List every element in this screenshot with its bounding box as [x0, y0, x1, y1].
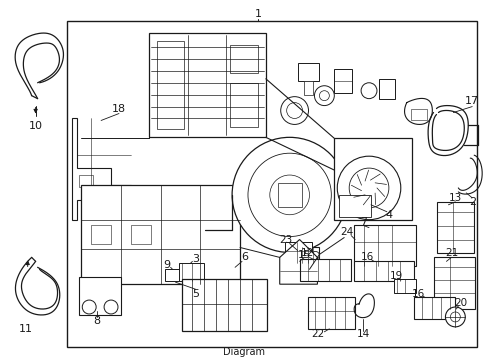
Text: 15: 15 [297, 251, 310, 260]
Bar [393, 279, 415, 293]
Bar [413, 297, 454, 319]
Text: 23: 23 [279, 234, 292, 244]
Text: 2: 2 [468, 197, 475, 207]
Bar [230, 83, 257, 127]
Circle shape [348, 168, 388, 208]
Bar [156, 41, 184, 129]
Circle shape [247, 153, 331, 237]
Text: 12: 12 [300, 248, 313, 258]
Circle shape [297, 251, 305, 260]
Circle shape [82, 300, 96, 314]
Text: 6: 6 [241, 252, 248, 262]
Bar [353, 225, 415, 266]
Bar [353, 261, 413, 281]
Text: 21: 21 [444, 248, 457, 258]
Circle shape [314, 86, 334, 105]
Text: 11: 11 [19, 324, 33, 334]
Text: 16: 16 [411, 289, 425, 299]
Bar [230, 45, 257, 73]
Bar [334, 138, 411, 220]
Bar [91, 225, 111, 244]
Bar [131, 225, 150, 244]
Text: 7: 7 [360, 217, 367, 227]
Circle shape [311, 251, 319, 260]
Text: 19: 19 [389, 271, 403, 281]
Bar [148, 33, 265, 137]
Bar [307, 297, 354, 329]
Text: 3: 3 [191, 255, 199, 264]
Circle shape [337, 156, 400, 220]
Polygon shape [72, 118, 131, 220]
Text: 4: 4 [385, 210, 392, 220]
Text: 13: 13 [448, 193, 461, 203]
Circle shape [104, 300, 118, 314]
Bar [433, 257, 474, 309]
Bar [378, 79, 394, 99]
Text: 8: 8 [93, 316, 101, 326]
Bar [297, 63, 319, 81]
Bar [164, 269, 180, 281]
Polygon shape [279, 239, 317, 284]
Bar [178, 264, 204, 281]
Bar [81, 185, 240, 284]
Text: 17: 17 [464, 96, 478, 105]
Circle shape [445, 307, 464, 327]
Circle shape [360, 83, 376, 99]
Bar [334, 69, 351, 93]
Bar [303, 81, 313, 95]
Bar [79, 277, 121, 315]
Bar [410, 109, 426, 121]
Circle shape [286, 103, 302, 118]
Circle shape [280, 96, 308, 125]
Text: 1: 1 [254, 9, 261, 19]
Text: 16: 16 [360, 252, 373, 262]
Bar [436, 202, 473, 253]
Text: 5: 5 [191, 289, 199, 299]
Bar [67, 21, 476, 347]
Text: Diagram: Diagram [223, 347, 264, 357]
Bar [182, 279, 266, 331]
Bar [299, 260, 350, 281]
Text: 20: 20 [453, 298, 466, 308]
Text: 18: 18 [112, 104, 126, 113]
Text: 14: 14 [356, 329, 369, 339]
Text: 22: 22 [310, 329, 324, 339]
Circle shape [449, 312, 459, 322]
Text: 9: 9 [163, 260, 170, 270]
Text: 10: 10 [29, 121, 42, 131]
Bar [284, 242, 312, 264]
Bar [339, 195, 370, 217]
Circle shape [269, 175, 309, 215]
Bar [297, 247, 319, 264]
Text: 24: 24 [340, 226, 353, 237]
Circle shape [319, 91, 328, 100]
Bar [277, 183, 301, 207]
Circle shape [232, 137, 346, 252]
Bar [79, 175, 93, 187]
